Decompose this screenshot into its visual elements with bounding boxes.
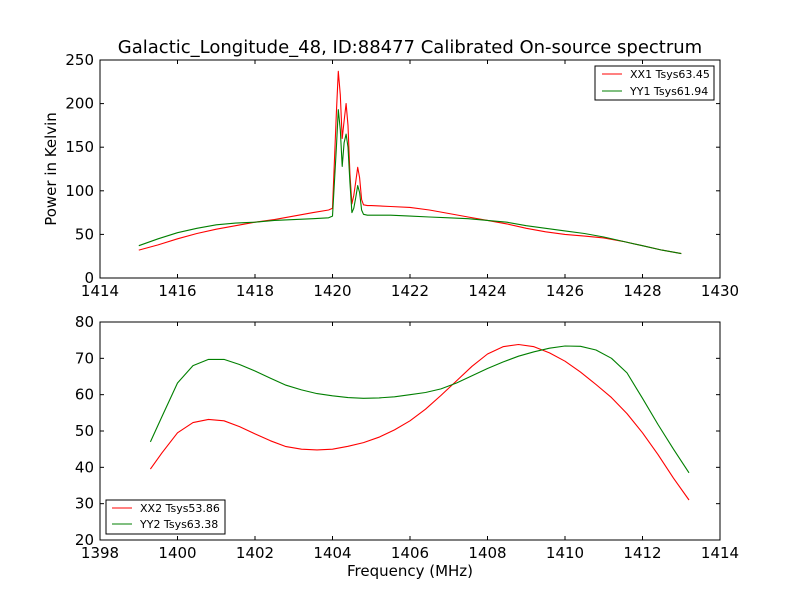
bottom-ticks: 1398 1400 1402 1404 1406 1408 1410 1412 1414 20 30… — [75, 313, 739, 562]
bottom-xtick-label: 1400 — [158, 544, 196, 562]
top-ytick-label: 200 — [65, 95, 94, 113]
top-ylabel: Power in Kelvin — [42, 112, 60, 226]
bottom-ytick-label: 60 — [75, 386, 94, 404]
top-series-group — [138, 70, 682, 255]
bottom-ytick-label: 70 — [75, 349, 94, 367]
bottom-xtick-label: 1408 — [468, 544, 506, 562]
bottom-legend-label-0: XX2 Tsys53.86 — [140, 502, 220, 515]
top-series-line-1 — [138, 109, 682, 255]
bottom-legend: XX2 Tsys53.86 YY2 Tsys63.38 — [105, 499, 226, 535]
bottom-ytick-label: 30 — [75, 495, 94, 513]
bottom-ytick-label: 80 — [75, 313, 94, 331]
top-xtick-label: 1416 — [158, 282, 196, 300]
bottom-xtick-label: 1398 — [81, 544, 119, 562]
top-ytick-label: 0 — [84, 269, 94, 287]
bottom-xtick-label: 1404 — [313, 544, 351, 562]
top-legend-box — [594, 65, 715, 101]
top-xtick-label: 1414 — [81, 282, 119, 300]
top-legend-label-0: XX1 Tsys63.45 — [630, 68, 710, 81]
top-panel: 1414 1416 1418 1420 1422 1424 1426 1428 1430 0 50 1… — [42, 51, 739, 300]
top-xtick-label: 1428 — [623, 282, 661, 300]
bottom-panel: 1398 1400 1402 1404 1406 1408 1410 1412 1414 20 30… — [75, 313, 739, 580]
bottom-xtick-label: 1414 — [701, 544, 739, 562]
top-xtick-label: 1430 — [701, 282, 739, 300]
top-axes-frame — [99, 59, 721, 279]
top-ticks: 1414 1416 1418 1420 1422 1424 1426 1428 1430 0 50 1… — [65, 51, 739, 300]
bottom-xtick-label: 1412 — [623, 544, 661, 562]
top-legend: XX1 Tsys63.45 YY1 Tsys61.94 — [594, 65, 715, 101]
top-ytick-label: 50 — [75, 225, 94, 243]
bottom-legend-label-1: YY2 Tsys63.38 — [139, 518, 218, 531]
bottom-series-line-0 — [149, 343, 690, 501]
top-xtick-label: 1418 — [236, 282, 274, 300]
bottom-series-line-1 — [149, 345, 690, 474]
bottom-ytick-label: 50 — [75, 422, 94, 440]
bottom-xtick-label: 1410 — [546, 544, 584, 562]
bottom-xtick-label: 1406 — [391, 544, 429, 562]
top-xtick-label: 1424 — [468, 282, 506, 300]
top-ytick-label: 100 — [65, 182, 94, 200]
bottom-legend-box — [105, 499, 226, 535]
top-xtick-label: 1422 — [391, 282, 429, 300]
bottom-series-group — [149, 343, 690, 501]
top-legend-label-1: YY1 Tsys61.94 — [629, 85, 708, 98]
bottom-ytick-label: 40 — [75, 458, 94, 476]
bottom-axes-frame — [99, 321, 721, 541]
top-series-line-0 — [138, 70, 682, 255]
top-ytick-label: 250 — [65, 51, 94, 69]
bottom-xlabel: Frequency (MHz) — [347, 562, 473, 580]
chart-title: Galactic_Longitude_48, ID:88477 Calibrat… — [118, 37, 702, 58]
bottom-xtick-label: 1402 — [236, 544, 274, 562]
bottom-ytick-label: 20 — [75, 531, 94, 549]
top-ytick-label: 150 — [65, 138, 94, 156]
top-xtick-label: 1420 — [313, 282, 351, 300]
top-xtick-label: 1426 — [546, 282, 584, 300]
